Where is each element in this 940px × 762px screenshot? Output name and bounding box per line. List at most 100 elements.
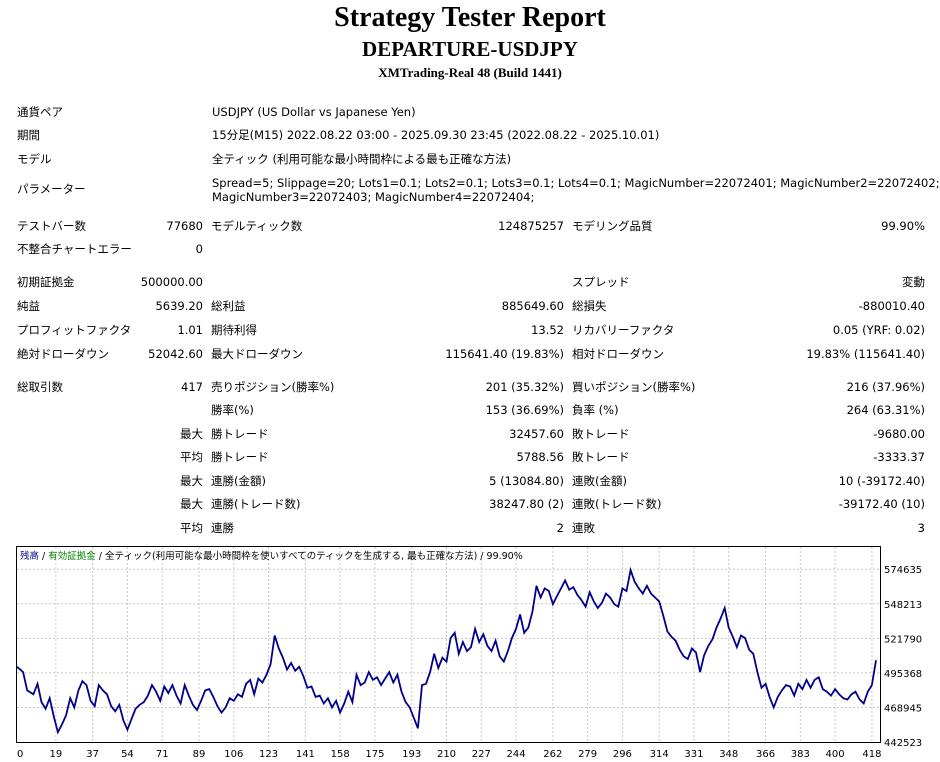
modelling-quality-value: 99.90%	[881, 219, 925, 233]
chart-frame	[16, 546, 881, 743]
x-tick-label: 71	[156, 749, 169, 760]
symbol-label: 通貨ペア	[17, 105, 63, 119]
x-tick-label: 262	[543, 749, 562, 760]
balance-chart: 442523 468945 495368 521790 548213 574635 0 19…	[16, 546, 922, 760]
legend-rest: / 全ティック(利用可能な最小時間枠を使いすべてのティックを生成する, 最も正確…	[96, 550, 523, 562]
x-tick-label: 19	[49, 749, 62, 760]
model-ticks-value: 124875257	[498, 219, 564, 233]
net-profit-label: 純益	[17, 299, 40, 313]
mismatch-errors-label: 不整合チャートエラー	[17, 242, 132, 256]
x-tick-label: 314	[650, 749, 669, 760]
x-tick-label: 193	[402, 749, 421, 760]
x-tick-label: 141	[296, 749, 315, 760]
x-tick-label: 158	[331, 749, 350, 760]
y-tick-label: 574635	[884, 565, 922, 576]
y-tick-label: 468945	[884, 703, 922, 714]
period-value: 15分足(M15) 2022.08.22 03:00 - 2025.09.30 …	[212, 128, 660, 142]
max-consecutive-losses-value: 10 (-39172.40)	[838, 474, 925, 488]
max-consecutive-wins-value: 5 (13084.80)	[489, 474, 564, 488]
x-tick-label: 54	[121, 749, 134, 760]
gross-profit-label: 総利益	[211, 299, 246, 313]
max-consecutive-wins-label: 連勝(金額)	[211, 474, 266, 488]
long-positions-value: 216 (37.96%)	[846, 380, 925, 394]
short-positions-value: 201 (35.32%)	[485, 380, 564, 394]
test-bars-label: テストバー数	[17, 219, 86, 233]
x-tick-label: 296	[613, 749, 632, 760]
model-value: 全ティック (利用可能な最小時間枠による最も正確な方法)	[212, 152, 512, 166]
x-tick-label: 418	[862, 749, 881, 760]
x-tick-label: 123	[259, 749, 278, 760]
maximal-drawdown-value: 115641.40 (19.83%)	[445, 347, 564, 361]
gross-profit-value: 885649.60	[501, 299, 564, 313]
x-tick-label: 210	[437, 749, 456, 760]
profit-factor-label: プロフィットファクタ	[17, 323, 132, 337]
win-rate-label: 勝率(%)	[211, 403, 254, 417]
average-win-label: 勝トレード	[211, 450, 269, 464]
symbol-value: USDJPY (US Dollar vs Japanese Yen)	[212, 105, 416, 119]
x-tick-label: 366	[756, 749, 775, 760]
legend-balance: 残高	[20, 550, 39, 562]
avg-consecutive-label: 平均	[180, 521, 203, 535]
average-label: 平均	[180, 450, 203, 464]
loss-rate-value: 264 (63.31%)	[846, 403, 925, 417]
maximal-label: 最大	[180, 497, 203, 511]
max-consecutive-loss-label: 連敗(トレード数)	[572, 497, 662, 511]
y-tick-label: 521790	[884, 634, 922, 645]
x-tick-label: 279	[578, 749, 597, 760]
max-consecutive-losses-label: 連敗(金額)	[572, 474, 627, 488]
relative-drawdown-value: 19.83% (115641.40)	[806, 347, 925, 361]
chart-legend: 残高 / 有効証拠金 / 全ティック(利用可能な最小時間枠を使いすべてのティック…	[20, 550, 523, 562]
total-trades-value: 417	[181, 380, 203, 394]
y-tick-label: 442523	[884, 738, 922, 749]
modelling-quality-label: モデリング品質	[572, 219, 653, 233]
win-rate-value: 153 (36.69%)	[485, 403, 564, 417]
expected-payoff-value: 13.52	[531, 323, 564, 337]
x-tick-label: 227	[472, 749, 491, 760]
maximal-drawdown-label: 最大ドローダウン	[211, 347, 303, 361]
largest-win-label: 勝トレード	[211, 427, 269, 441]
test-bars-value: 77680	[166, 219, 203, 233]
x-tick-label: 106	[224, 749, 243, 760]
x-tick-label: 37	[86, 749, 99, 760]
x-tick-label: 400	[826, 749, 845, 760]
y-tick-label: 495368	[884, 669, 922, 680]
legend-equity: 有効証拠金	[48, 550, 96, 562]
avg-consecutive-wins-value: 2	[556, 521, 564, 535]
parameters-value-line2: MagicNumber3=22072403; MagicNumber4=2207…	[212, 190, 535, 204]
model-ticks-label: モデルティック数	[211, 219, 303, 233]
x-tick-label: 348	[719, 749, 738, 760]
x-tick-label: 331	[684, 749, 703, 760]
ea-name: DEPARTURE-USDJPY	[362, 37, 578, 61]
avg-consecutive-losses-value: 3	[917, 521, 925, 535]
initial-deposit-value: 500000.00	[140, 275, 203, 289]
average-loss-value: -3333.37	[873, 450, 925, 464]
x-tick-label: 383	[791, 749, 810, 760]
avg-consecutive-losses-label: 連敗	[572, 521, 595, 535]
y-tick-label: 548213	[884, 600, 922, 611]
loss-rate-label: 負率 (%)	[572, 403, 619, 417]
max-consecutive-profit-value: 38247.80 (2)	[489, 497, 564, 511]
largest-win-value: 32457.60	[509, 427, 564, 441]
server-build: XMTrading-Real 48 (Build 1441)	[378, 65, 562, 80]
largest-label: 最大	[180, 427, 203, 441]
net-profit-value: 5639.20	[155, 299, 203, 313]
profit-factor-value: 1.01	[177, 323, 203, 337]
recovery-factor-label: リカバリーファクタ	[572, 323, 675, 337]
recovery-factor-value: 0.05 (YRF: 0.02)	[832, 323, 925, 337]
x-tick-label: 244	[506, 749, 525, 760]
mismatch-errors-value: 0	[195, 242, 203, 256]
absolute-drawdown-value: 52042.60	[148, 347, 203, 361]
average-loss-label: 敗トレード	[572, 450, 630, 464]
total-trades-label: 総取引数	[17, 380, 63, 394]
gross-loss-value: -880010.40	[858, 299, 925, 313]
spread-value: 変動	[902, 275, 925, 289]
model-label: モデル	[17, 152, 52, 166]
x-tick-label: 0	[17, 749, 23, 760]
x-tick-label: 175	[365, 749, 384, 760]
largest-loss-label: 敗トレード	[572, 427, 630, 441]
period-label: 期間	[17, 128, 40, 142]
parameters-label: パラメーター	[17, 182, 86, 196]
gross-loss-label: 総損失	[572, 299, 607, 313]
x-tick-label: 89	[193, 749, 206, 760]
maximum-label: 最大	[180, 474, 203, 488]
